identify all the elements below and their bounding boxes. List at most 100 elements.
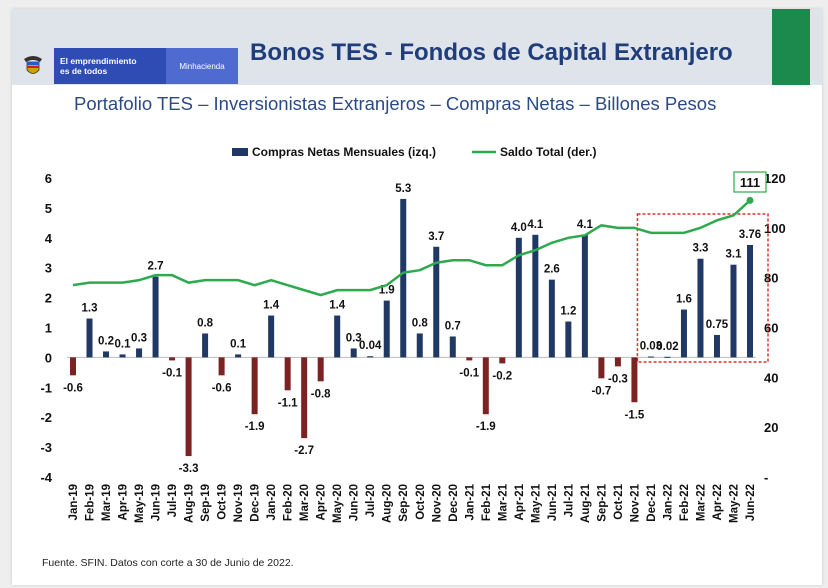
legend-bar-swatch [232, 148, 248, 156]
bar-data-label: 0.1 [115, 338, 132, 350]
bar-data-label: 0.75 [706, 319, 729, 331]
bar [86, 318, 93, 358]
bar [433, 246, 440, 358]
bar-data-label: -1.1 [278, 397, 298, 409]
bar-data-label: 4.1 [527, 219, 544, 231]
x-tick-label: Jul-20 [365, 484, 377, 517]
x-tick-label: Jul-21 [563, 483, 575, 517]
bar-data-label: 4.1 [577, 219, 594, 231]
bar [284, 357, 291, 391]
y-right-tick-label: 20 [764, 420, 778, 435]
x-tick-label: Jan-21 [464, 483, 476, 520]
x-tick-label: Mar-19 [101, 484, 113, 521]
y-left-tick-label: 4 [45, 231, 53, 246]
bar-data-label: 0.03 [640, 341, 662, 353]
x-tick-label: Dec-21 [646, 483, 658, 521]
bar [499, 357, 506, 364]
bar [565, 321, 572, 358]
header-accent [772, 9, 810, 85]
y-left-tick-label: 2 [45, 291, 52, 306]
x-tick-label: May-21 [530, 483, 542, 523]
bar-data-label: 3.7 [428, 231, 444, 243]
line-end-point [746, 196, 754, 204]
bar-data-label: -0.1 [162, 367, 182, 379]
x-tick-label: Dec-19 [250, 484, 262, 522]
bar [713, 334, 720, 358]
bar-data-label: 1.6 [676, 294, 692, 306]
y-right-tick-label: - [764, 470, 768, 485]
bar [482, 357, 489, 415]
source-note: Fuente. SFIN. Datos con corte a 30 de Ju… [42, 557, 294, 569]
x-tick-label: Apr-22 [712, 484, 724, 520]
y-left-tick-label: 0 [45, 350, 52, 365]
bar-data-label: 2.6 [544, 264, 560, 276]
y-left-tick-label: 3 [45, 261, 52, 276]
bar [268, 315, 275, 358]
end-label-box [733, 171, 767, 193]
x-tick-label: Sep-20 [398, 484, 410, 522]
bar-data-label: -0.6 [212, 382, 232, 394]
bar-data-label: -0.3 [608, 373, 628, 385]
bar-data-label: 3.1 [725, 249, 742, 261]
bar-data-label: 0.8 [197, 317, 214, 329]
y-left-tick-label: -2 [40, 410, 52, 425]
ministry-label: Minhacienda [166, 48, 238, 84]
bar [235, 354, 242, 358]
bar-data-label: 0.04 [359, 340, 382, 352]
x-tick-label: Jun-22 [745, 484, 757, 521]
x-tick-label: May-22 [728, 484, 740, 523]
x-tick-label: Aug-21 [580, 483, 592, 523]
slide: El emprendimiento es de todos Minhaciend… [12, 9, 822, 585]
saldo-total-line [72, 199, 751, 297]
x-tick-label: Nov-20 [431, 484, 443, 522]
bar [647, 356, 654, 358]
x-tick-label: Sep-19 [200, 484, 212, 522]
bar [747, 244, 753, 358]
x-tick-label: Jan-19 [68, 484, 80, 520]
bar-data-label: -2.7 [294, 445, 314, 457]
y-left-tick-label: -1 [40, 380, 52, 395]
bar-data-label: 4.0 [511, 222, 527, 234]
y-left-tick-label: -3 [40, 440, 52, 455]
bar [185, 357, 192, 457]
y-right-tick-label: 80 [764, 271, 778, 286]
bar-data-label: 1.4 [263, 300, 280, 312]
x-tick-label: Jun-19 [151, 484, 163, 521]
line-end-label: 111 [740, 175, 760, 190]
x-tick-label: Aug-19 [184, 484, 196, 523]
bar-data-label: 3.76 [739, 229, 761, 241]
bar [317, 357, 324, 382]
bar-data-label: 0.3 [346, 332, 362, 344]
x-tick-label: Mar-21 [497, 483, 509, 521]
colombia-coat-of-arms-icon [24, 56, 42, 74]
page-title: Bonos TES - Fondos de Capital Extranjero [250, 39, 733, 66]
bar [697, 258, 704, 358]
bar-data-label: -1.5 [625, 409, 645, 421]
y-left-tick-label: 5 [45, 201, 52, 216]
x-tick-label: Apr-19 [118, 484, 130, 520]
bar [730, 264, 737, 358]
bar-data-label: -0.6 [63, 382, 83, 394]
x-tick-label: Aug-20 [382, 484, 394, 523]
bar [334, 315, 341, 358]
bar-data-label: -0.8 [311, 388, 331, 400]
bar [136, 348, 143, 358]
x-tick-label: Apr-20 [316, 484, 328, 520]
bar-data-label: 2.7 [148, 261, 164, 273]
bar [416, 333, 423, 358]
y-left-tick-label: 6 [45, 171, 52, 186]
x-tick-label: Jun-21 [547, 483, 559, 521]
bar-data-label: -3.3 [179, 463, 199, 475]
x-tick-label: Nov-21 [629, 483, 641, 522]
bar [301, 357, 308, 439]
x-tick-label: Feb-21 [481, 483, 493, 521]
x-tick-label: May-19 [134, 484, 146, 523]
bar-data-label: 1.3 [82, 303, 98, 315]
bar [532, 234, 539, 358]
bar-data-label: 3.3 [692, 243, 708, 255]
x-tick-label: Oct-21 [613, 483, 625, 519]
y-right-tick-label: 120 [764, 171, 786, 186]
bar [664, 356, 671, 358]
legend-bar-label: Compras Netas Mensuales (izq.) [252, 145, 436, 159]
government-logo: El emprendimiento es de todos Minhaciend… [20, 47, 240, 85]
